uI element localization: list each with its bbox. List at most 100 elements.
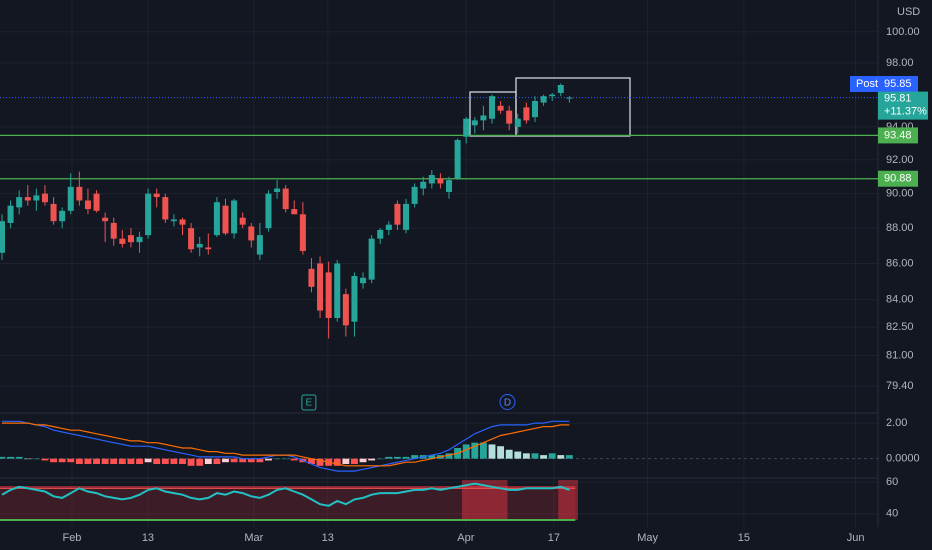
histogram-bar [282,458,290,460]
candle-body [334,263,341,318]
last-price: 95.81 [884,93,912,105]
histogram-bar [548,453,556,459]
histogram-bar [428,455,436,459]
histogram-bar [136,458,143,465]
histogram-bar [316,458,324,466]
candle-body [119,238,126,244]
y-tick-label: 84.00 [886,293,914,305]
candle-body [325,272,332,318]
candle-body [16,197,23,208]
histogram-bar [230,458,238,463]
candle-body [179,219,186,225]
candle-body [291,209,298,215]
y-tick-label: 92.00 [886,154,914,166]
y-tick-label: 0.0000 [886,453,920,465]
candle-body [420,181,427,189]
histogram-bar [7,456,15,459]
candle-body [394,203,401,225]
candle-body [7,205,14,223]
candle-body [377,229,384,239]
histogram-bar [531,453,539,459]
y-tick-label: 79.40 [886,380,914,392]
histogram-bar [488,444,496,459]
rsi-line [1,482,570,507]
candle-body [67,186,74,211]
candle-body [540,96,547,103]
histogram-bar [514,451,522,459]
histogram-bar [402,456,410,459]
histogram-bar [204,458,212,465]
histogram-bar [479,442,487,459]
histogram-bar [196,458,204,466]
histogram-bar [505,449,513,459]
event-label: D [504,398,511,409]
candle-body [480,115,487,121]
candle-body [127,235,134,243]
histogram-bar [256,458,264,463]
candle-body [59,210,66,222]
histogram-bar [273,458,281,460]
y-tick-label: 81.00 [886,349,914,361]
candle-body [50,203,57,222]
histogram-bar [290,458,298,461]
histogram-bar [93,458,100,465]
candle-body [385,224,392,230]
candle-body [274,188,281,192]
post-price-box [878,76,918,92]
candle-body [471,120,478,126]
price-label: 90.88 [884,173,912,185]
candle-body [523,107,530,121]
histogram-bar [110,458,118,465]
event-marker [499,394,516,410]
candle-body [231,200,238,234]
histogram-bar [247,458,255,463]
candle-body [110,222,117,239]
histogram-bar [385,456,393,459]
histogram-bar [222,458,229,463]
histogram-bar [58,458,66,463]
candle-body [145,193,152,236]
price-label-box [878,170,918,187]
x-tick-label: Feb [62,532,81,544]
histogram-bar [15,456,23,459]
rsi-highlight [558,480,578,521]
candle-body [282,188,289,210]
histogram-bar [213,458,221,465]
histogram-bar [497,446,505,459]
histogram-bar [445,453,453,459]
histogram-bar [565,455,573,459]
histogram-bar [540,455,548,459]
candle-body [360,277,367,284]
candle-body [549,94,556,97]
histogram-bar [144,458,152,463]
candle-body [153,193,160,198]
candle-body [342,294,349,326]
histogram-bar [471,442,479,459]
x-tick-label: 13 [322,532,334,544]
histogram-bar [187,458,195,466]
histogram-bar [67,458,75,463]
histogram-bar [393,456,401,459]
candle-body [497,105,504,111]
candle-body [248,226,255,241]
candle-body [437,178,444,184]
candle-body [256,235,263,255]
candle-body [102,217,109,222]
x-tick-label: Apr [457,532,474,544]
candle-body [403,203,410,230]
y-tick-label: 2.00 [886,417,907,429]
histogram-bar [32,458,40,460]
candle-body [170,219,177,222]
price-label: 93.48 [884,129,912,141]
y-tick-label: 90.00 [886,188,914,200]
candle-body [428,175,435,184]
y-tick-label: 88.00 [886,222,914,234]
histogram-bar [153,458,161,465]
y-tick-label: 60 [886,476,898,488]
candle-body [506,110,513,124]
histogram-bar [308,458,315,465]
candle-body [0,221,5,253]
y-tick-label: 82.50 [886,321,914,333]
histogram-bar [75,458,83,465]
